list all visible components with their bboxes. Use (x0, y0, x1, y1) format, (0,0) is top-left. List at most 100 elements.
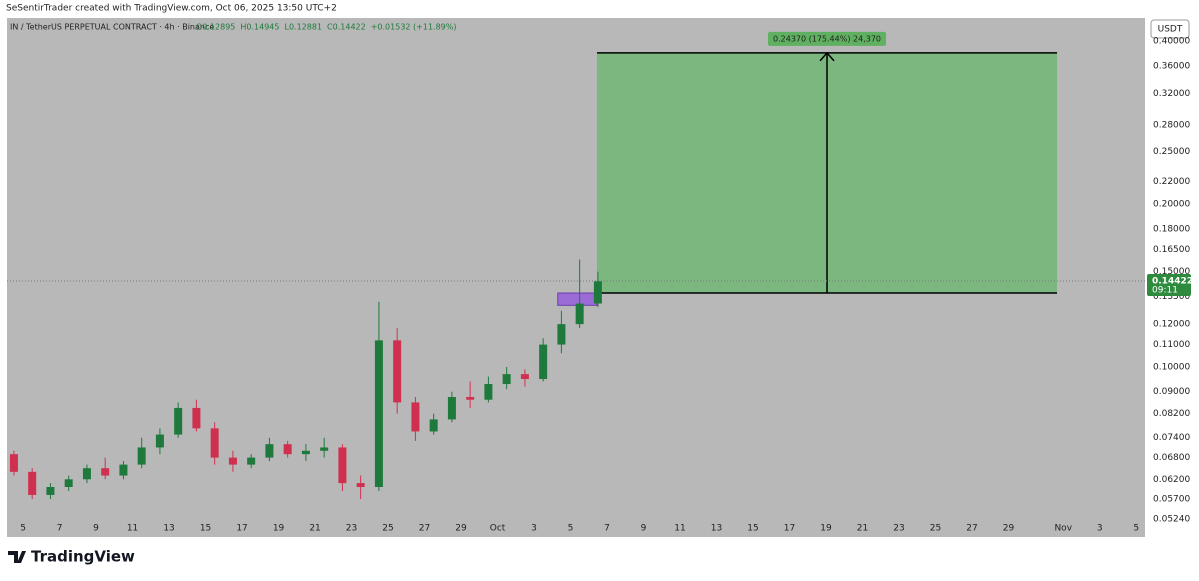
candle-body (64, 479, 73, 488)
candle-body (466, 397, 475, 400)
candle-body (356, 483, 365, 488)
arrow-head (819, 51, 835, 62)
candle-body (502, 374, 511, 385)
y-tick-label: 0.15000 (1153, 267, 1190, 277)
x-tick-label: 7 (57, 524, 63, 534)
candle-body (301, 450, 310, 455)
x-tick-label: 11 (674, 524, 685, 534)
x-tick-label: 29 (455, 524, 467, 534)
candle-body (338, 447, 347, 484)
candle-body (174, 407, 183, 435)
x-tick-label: Oct (490, 524, 506, 534)
x-tick-label: 23 (346, 524, 357, 534)
x-tick-label: 19 (820, 524, 832, 534)
x-tick-label: 21 (857, 524, 868, 534)
x-tick-label: 15 (200, 524, 211, 534)
x-tick-label: 13 (163, 524, 174, 534)
y-tick-label: 0.11000 (1153, 340, 1190, 350)
candle-body (228, 457, 237, 465)
currency-button[interactable] (1150, 19, 1190, 39)
x-tick-label: 27 (966, 524, 977, 534)
y-tick-label: 0.13500 (1153, 292, 1190, 302)
x-tick-label: 29 (1003, 524, 1015, 534)
brand: TradingView (31, 548, 135, 566)
y-tick-label: 0.40000 (1153, 37, 1190, 47)
position-label-box (768, 31, 887, 46)
candle-body (9, 454, 18, 472)
y-tick-label: 0.06200 (1153, 475, 1190, 485)
candle-body (137, 447, 146, 465)
x-tick-label: 9 (93, 524, 99, 534)
y-tick-label: 0.20000 (1153, 200, 1190, 210)
y-tick-label: 0.36000 (1153, 62, 1190, 72)
x-tick-label: 21 (309, 524, 320, 534)
y-tick-label: 0.09000 (1153, 387, 1190, 397)
x-tick-label: 19 (273, 524, 285, 534)
x-tick-label: 5 (568, 524, 574, 534)
x-tick-label: 25 (382, 524, 393, 534)
countdown: 09:11 (1152, 285, 1178, 295)
candle-body (429, 419, 438, 432)
symbol: IN / TetherUS PERPETUAL CONTRACT · 4h · … (10, 23, 214, 32)
x-tick-label: 7 (604, 524, 610, 534)
candle-body (210, 428, 219, 458)
last-price-label: 0.14422 (1152, 276, 1193, 286)
candle-body (520, 374, 529, 380)
y-tick-label: 0.06800 (1153, 453, 1190, 463)
x-tick-label: 23 (893, 524, 904, 534)
candle-body (283, 444, 292, 455)
y-tick-label: 0.22000 (1153, 177, 1190, 187)
candle-body (484, 384, 493, 400)
x-tick-label: 15 (747, 524, 758, 534)
y-tick-label: 0.07400 (1153, 433, 1190, 443)
candle-body (119, 464, 128, 476)
y-tick-label: 0.12000 (1153, 320, 1190, 330)
y-tick-label: 0.18000 (1153, 224, 1190, 234)
ohlc-value: C0.14422 (327, 23, 366, 32)
candle-body (28, 471, 37, 495)
ohlc-value: H0.14945 (240, 23, 279, 32)
ohlc-value: L0.12881 (285, 23, 323, 32)
candle-body (247, 457, 256, 465)
x-tick-label: 3 (531, 524, 537, 534)
brand-logo (8, 551, 26, 563)
candle-body (374, 340, 383, 488)
x-tick-label: 17 (236, 524, 247, 534)
x-tick-label: 9 (641, 524, 647, 534)
ohlc-value: +0.01532 (+11.89%) (371, 23, 457, 32)
x-tick-label: 25 (930, 524, 941, 534)
y-tick-label: 0.10000 (1153, 362, 1190, 372)
candle-body (265, 444, 274, 458)
candle-body (447, 397, 456, 420)
header: SeSentirTrader created with TradingView.… (6, 4, 337, 14)
x-tick-label: 5 (20, 524, 26, 534)
candle-body (192, 407, 201, 429)
candle-body (101, 468, 110, 476)
x-tick-label: 13 (711, 524, 722, 534)
position-label: 0.24370 (175.44%) 24,370 (773, 34, 881, 43)
candle-body (593, 281, 602, 304)
entry-zone (557, 292, 598, 306)
candle-body (155, 434, 164, 448)
ohlc-value: O0.12895 (196, 23, 235, 32)
x-tick-label: 27 (419, 524, 430, 534)
candle-body (539, 344, 548, 380)
candle-body (411, 402, 420, 432)
y-tick-label: 0.05240 (1153, 514, 1190, 524)
y-tick-label: 0.16500 (1153, 245, 1190, 255)
y-tick-label: 0.25000 (1153, 147, 1190, 157)
candle-body (393, 340, 402, 403)
candle-body (46, 487, 55, 495)
y-tick-label: 0.32000 (1153, 89, 1190, 99)
y-tick-label: 0.28000 (1153, 121, 1190, 131)
y-tick-label: 0.08200 (1153, 409, 1190, 419)
last-price-box (1147, 273, 1191, 296)
ohlc-legend: O0.12895 H0.14945 L0.12881 C0.14422 +0.01532… (196, 23, 457, 32)
y-tick-label: 0.05700 (1153, 495, 1190, 505)
candle-body (575, 303, 584, 325)
candle-body (557, 324, 566, 345)
candle-body (320, 447, 329, 451)
currency[interactable]: USDT (1158, 25, 1183, 35)
x-tick-label: 3 (1097, 524, 1103, 534)
